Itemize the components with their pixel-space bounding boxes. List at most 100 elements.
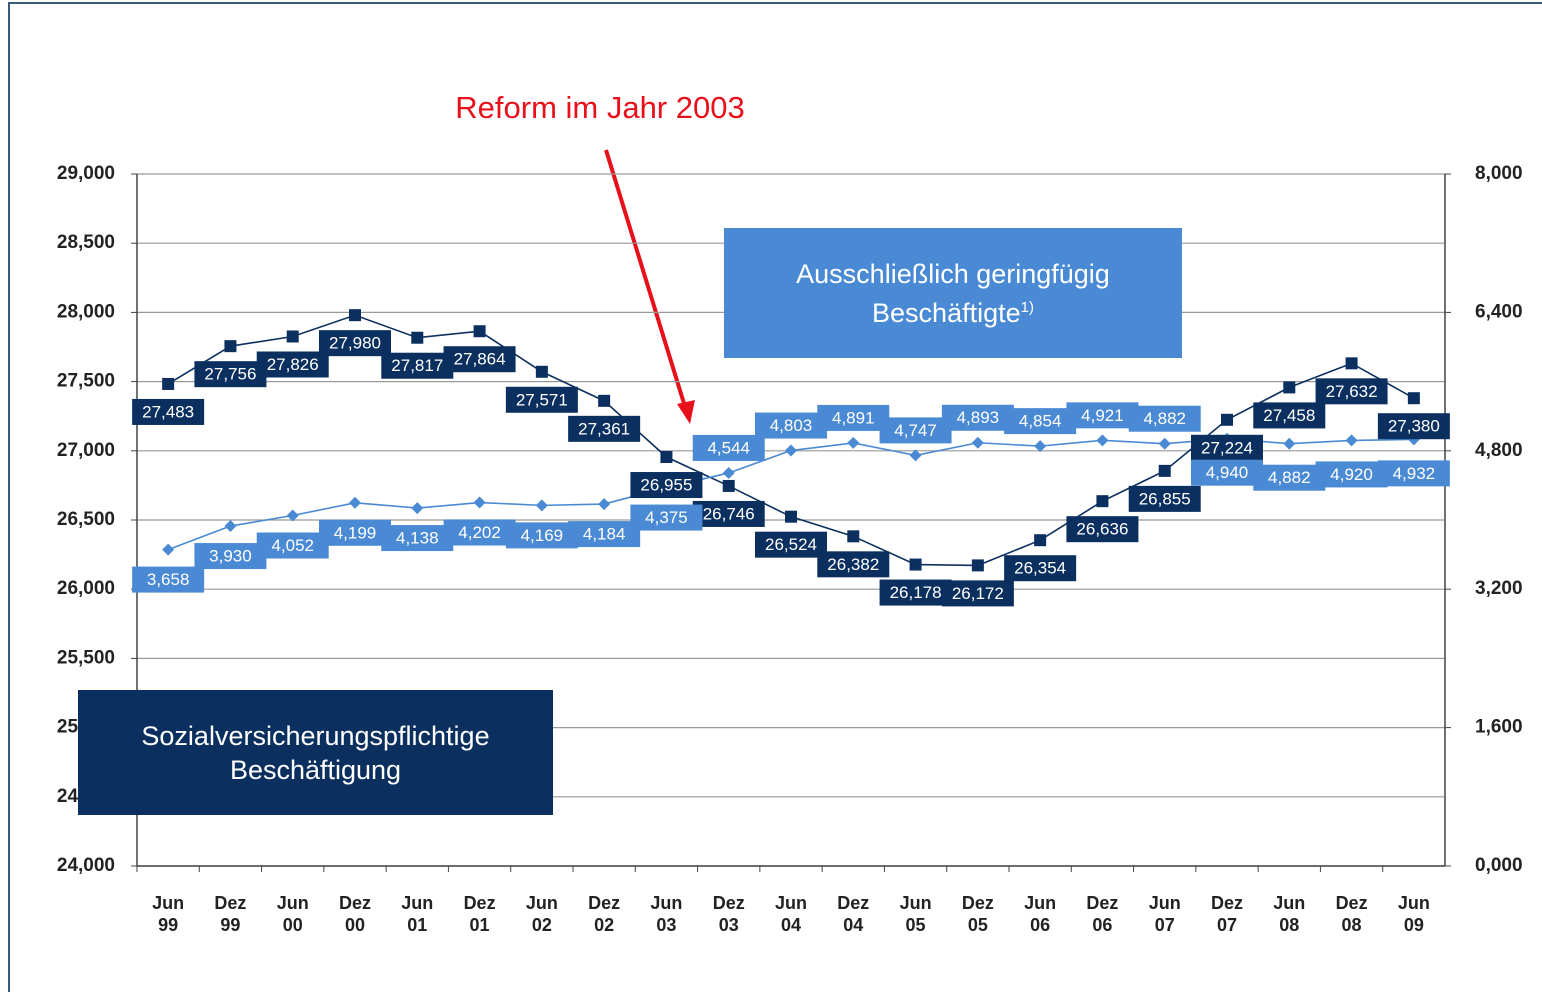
data-label-bg xyxy=(879,417,952,444)
data-label-bg xyxy=(319,330,391,357)
data-label: 26,178 xyxy=(890,583,942,602)
data-label: 4,199 xyxy=(334,523,377,542)
data-label-bg xyxy=(941,580,1014,607)
marker xyxy=(224,520,237,533)
x-tick-label: Dez xyxy=(1211,893,1243,913)
x-tick-label: 99 xyxy=(220,915,240,935)
x-tick-label: Dez xyxy=(214,893,246,913)
data-label-bg xyxy=(1004,408,1077,435)
data-label: 27,864 xyxy=(454,350,506,369)
x-tick-label: Jun xyxy=(401,893,433,913)
data-label: 4,803 xyxy=(770,416,813,435)
data-label-bg xyxy=(1253,402,1326,429)
marker xyxy=(1345,434,1358,447)
y-tick-label: 26,000 xyxy=(57,578,115,599)
x-tick-label: Jun xyxy=(152,893,184,913)
marker xyxy=(1158,437,1171,450)
marker xyxy=(598,498,611,511)
data-label: 4,184 xyxy=(583,525,626,544)
data-label: 27,826 xyxy=(267,355,319,374)
data-label: 26,172 xyxy=(952,584,1004,603)
marker xyxy=(847,530,860,543)
x-tick-label: 08 xyxy=(1279,915,1299,935)
data-label-bg xyxy=(256,532,329,559)
marker xyxy=(847,436,860,449)
x-tick-label: 09 xyxy=(1404,915,1424,935)
x-tick-label: Dez xyxy=(588,893,620,913)
marker xyxy=(411,331,424,344)
y-tick-label: 28,500 xyxy=(57,232,115,253)
data-label-bg xyxy=(941,404,1014,431)
data-label-bg xyxy=(630,504,703,531)
marker xyxy=(598,394,611,407)
marker xyxy=(909,558,922,571)
data-label-bg xyxy=(1004,555,1077,582)
data-label-bg xyxy=(1191,434,1263,461)
data-label: 4,893 xyxy=(957,408,1000,427)
marker xyxy=(722,479,735,492)
x-tick-label: 08 xyxy=(1342,915,1362,935)
x-tick-label: 03 xyxy=(719,915,739,935)
x-tick-label: Jun xyxy=(1398,893,1430,913)
y-tick-label: 25,500 xyxy=(57,647,115,668)
data-label: 4,375 xyxy=(645,508,688,527)
data-label: 4,891 xyxy=(832,408,875,427)
marker xyxy=(162,543,175,556)
y-tick-label: 29,000 xyxy=(57,163,115,184)
data-label: 27,224 xyxy=(1201,438,1253,457)
marker xyxy=(473,496,486,509)
x-tick-label: Jun xyxy=(277,893,309,913)
legend-label: Ausschließlich geringfügig Beschäftigte xyxy=(796,258,1110,328)
data-label-bg xyxy=(1191,459,1263,486)
data-label: 27,458 xyxy=(1263,406,1315,425)
y-tick-label: 26,500 xyxy=(57,509,115,530)
data-label-bg xyxy=(256,351,329,378)
legend-box: Sozialversicherungspflichtige Beschäftig… xyxy=(78,690,553,815)
data-label-bg xyxy=(1377,413,1450,440)
x-tick-label: Jun xyxy=(1149,893,1181,913)
marker xyxy=(1283,381,1296,394)
data-label: 26,636 xyxy=(1076,520,1128,539)
marker xyxy=(286,330,299,343)
data-label-bg xyxy=(505,522,578,549)
data-label-bg xyxy=(443,519,516,546)
data-label: 4,921 xyxy=(1081,406,1124,425)
data-label: 4,747 xyxy=(894,421,937,440)
marker xyxy=(1221,413,1233,426)
data-label-bg xyxy=(443,346,516,373)
data-label-bg xyxy=(381,352,454,379)
y-tick-label: 27,000 xyxy=(57,440,115,461)
x-tick-label: Jun xyxy=(526,893,558,913)
data-label: 27,980 xyxy=(329,334,381,353)
data-label-bg xyxy=(1128,405,1201,432)
marker xyxy=(1158,464,1171,477)
data-label-bg xyxy=(1315,461,1388,488)
data-label: 27,756 xyxy=(204,365,256,384)
data-label: 27,817 xyxy=(391,356,443,375)
data-label: 26,354 xyxy=(1014,559,1066,578)
data-label-bg xyxy=(1066,516,1139,543)
marker xyxy=(1096,495,1109,508)
x-tick-label: Jun xyxy=(775,893,807,913)
data-label-bg xyxy=(319,519,391,546)
data-label-bg xyxy=(692,500,765,527)
marker xyxy=(1096,434,1109,447)
data-label: 4,544 xyxy=(707,438,750,457)
x-tick-label: 07 xyxy=(1217,915,1237,935)
data-label: 4,854 xyxy=(1019,412,1062,431)
data-label-bg xyxy=(505,386,578,413)
marker xyxy=(909,449,922,462)
marker xyxy=(1034,534,1047,547)
x-tick-label: Dez xyxy=(962,893,994,913)
marker xyxy=(785,444,797,457)
data-label: 27,483 xyxy=(142,402,194,421)
x-tick-label: Jun xyxy=(900,893,932,913)
y2-tick-label: 3,200 xyxy=(1475,578,1523,599)
marker xyxy=(535,365,548,378)
marker xyxy=(1034,440,1047,453)
data-label: 4,202 xyxy=(458,523,501,542)
data-label: 3,658 xyxy=(147,570,190,589)
marker xyxy=(971,436,984,449)
